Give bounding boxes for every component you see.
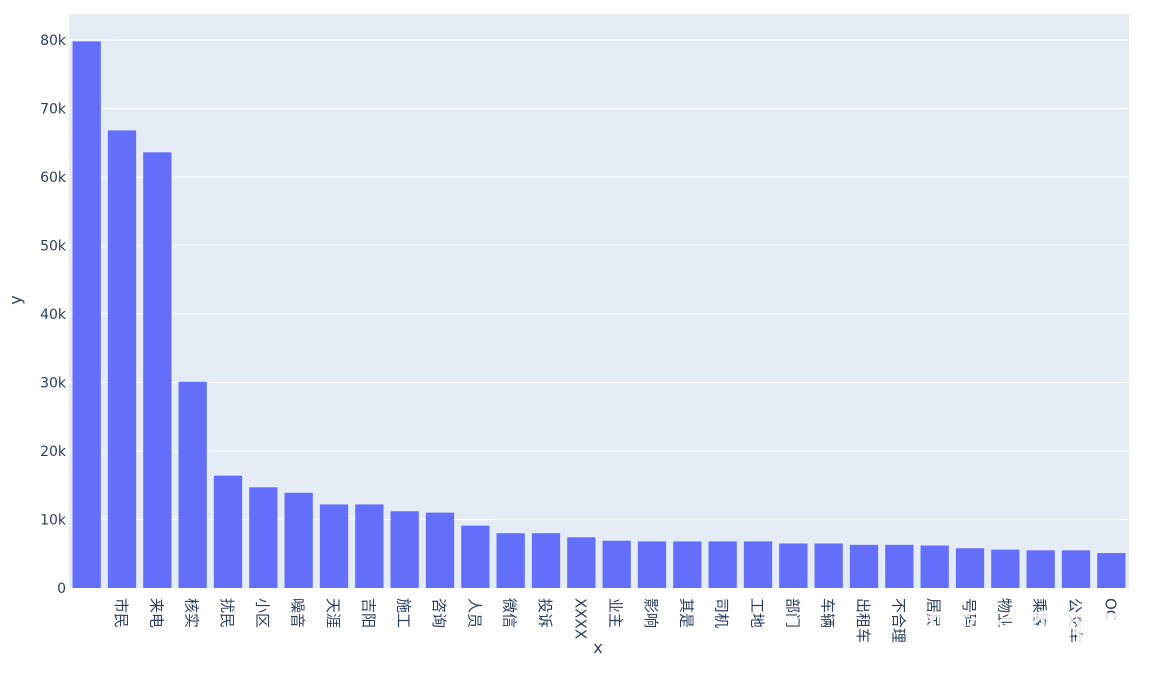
bar — [1026, 550, 1055, 588]
x-tick-label: 业主 — [607, 598, 625, 628]
x-tick-label: 司机 — [713, 598, 731, 628]
x-tick-label: 其是 — [677, 598, 695, 628]
x-tick-label: 工地 — [748, 598, 766, 628]
bar — [743, 541, 773, 588]
x-tick-label: 车辆 — [819, 598, 837, 628]
x-tick-label: 核实 — [183, 598, 201, 628]
x-tick-label: 乘客 — [1031, 598, 1049, 628]
bar — [107, 130, 137, 589]
x-tick-label: 市民 — [112, 598, 130, 628]
bars — [72, 41, 1126, 589]
y-tick-label: 80k — [40, 33, 67, 49]
x-tick-label: 号码 — [960, 598, 978, 628]
bar — [284, 492, 313, 588]
x-tick-label: XXXX — [571, 598, 589, 639]
bar — [143, 152, 172, 588]
bar — [602, 540, 631, 588]
bar — [885, 544, 914, 588]
bar — [708, 541, 737, 588]
x-tick-label: 施工 — [395, 598, 413, 628]
bar — [1097, 553, 1126, 588]
y-tick-label: 0 — [57, 581, 66, 597]
x-axis-title: x — [593, 638, 602, 657]
x-tick-label: 小区 — [253, 598, 271, 628]
x-tick-label: 不合理 — [889, 598, 907, 643]
x-tick-label: 投诉 — [536, 598, 554, 628]
bar — [496, 533, 525, 588]
bar — [531, 533, 561, 588]
x-tick-label: 人员 — [465, 598, 483, 628]
x-tick-label: 来电 — [147, 598, 165, 628]
y-gridlines — [69, 39, 1129, 520]
bar — [425, 512, 455, 588]
x-tick-label: 吉阳 — [359, 598, 377, 628]
bar — [249, 487, 278, 588]
y-tick-label: 30k — [40, 376, 67, 392]
x-tick-label: 居民 — [925, 598, 943, 628]
y-tick-label: 20k — [40, 444, 67, 460]
bar — [355, 504, 384, 588]
y-tick-label: 50k — [40, 239, 67, 255]
x-tick-label: OC — [1101, 598, 1119, 620]
x-axis-ticks: 市民 来电 核实 扰民 小区 噪音 天涯 吉阳 施工 咨询 人员 微信 投诉 XXXX 业主 影响 其是 司机 工地… — [112, 598, 1119, 643]
bar — [637, 541, 667, 588]
x-tick-label: 扰民 — [218, 598, 236, 628]
bar — [213, 475, 243, 588]
bar — [779, 543, 808, 588]
bar — [1061, 550, 1091, 588]
x-tick-label: 公交车 — [1066, 598, 1084, 643]
bar — [461, 525, 490, 588]
y-axis-title: y — [6, 295, 25, 304]
bar — [814, 543, 843, 588]
bar — [567, 537, 596, 588]
x-tick-label: 物业 — [995, 598, 1013, 628]
bar — [178, 381, 207, 588]
bar — [319, 504, 349, 588]
watermark: 知乎 @李花花 — [912, 609, 1128, 649]
bar — [991, 549, 1020, 588]
y-tick-label: 10k — [40, 513, 67, 529]
x-tick-label: 部门 — [783, 598, 801, 628]
bar — [72, 41, 101, 589]
y-tick-label: 40k — [40, 307, 67, 323]
x-tick-label: 微信 — [501, 598, 519, 628]
y-tick-label: 60k — [40, 170, 67, 186]
y-axis-ticks: 0 10k 20k 30k 40k 50k 60k 70k 80k — [40, 33, 67, 597]
x-tick-label: 出租车 — [854, 598, 872, 643]
bar — [390, 511, 419, 588]
bar — [920, 545, 949, 588]
x-tick-label: 噪音 — [289, 598, 307, 628]
x-tick-label: 影响 — [642, 598, 660, 628]
plot-area — [69, 14, 1129, 588]
bar — [955, 548, 985, 588]
x-tick-label: 天涯 — [324, 598, 342, 628]
x-tick-label: 咨询 — [430, 598, 448, 628]
bar — [849, 544, 879, 588]
y-tick-label: 70k — [40, 102, 67, 118]
bar — [673, 541, 702, 588]
